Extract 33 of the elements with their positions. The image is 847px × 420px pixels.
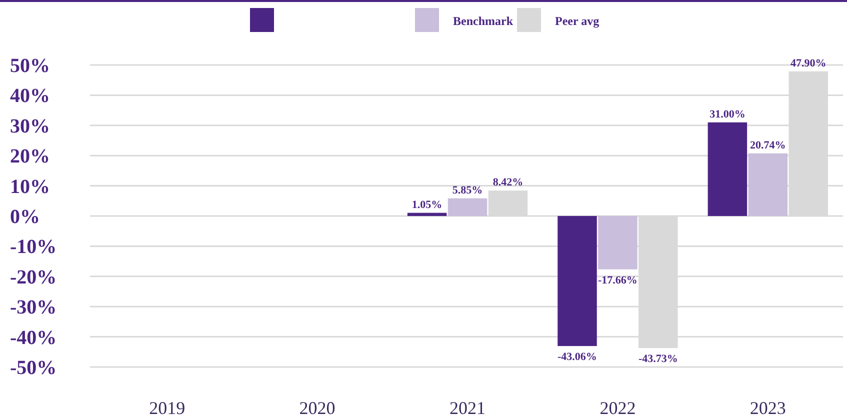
data-label: 47.90%: [790, 57, 826, 70]
legend-label: Peer avg: [555, 14, 600, 28]
y-tick-label: 50%: [10, 55, 50, 77]
y-tick-label: -50%: [10, 357, 57, 379]
bar: [407, 212, 447, 216]
x-tick-label: 2020: [299, 398, 336, 418]
y-tick-label: 0%: [10, 206, 40, 228]
data-label: -43.73%: [638, 353, 678, 366]
y-tick-label: -10%: [10, 236, 57, 258]
x-tick-label: 2021: [450, 398, 486, 418]
y-tick-label: -40%: [10, 326, 57, 349]
data-label: 8.42%: [492, 176, 524, 189]
bar: [558, 216, 597, 346]
y-tick-label: 10%: [10, 176, 50, 198]
bar: [598, 216, 638, 270]
bar: [748, 153, 788, 216]
data-label: 31.00%: [710, 108, 746, 120]
data-label: -17.66%: [598, 274, 638, 286]
bar: [448, 198, 488, 216]
y-tick-label: -20%: [10, 266, 57, 288]
legend-label: Benchmark: [453, 14, 514, 28]
y-tick-label: -30%: [10, 296, 57, 319]
y-tick-label: 30%: [10, 115, 50, 138]
data-label: 20.74%: [750, 139, 786, 152]
y-tick-label: 40%: [10, 85, 50, 108]
x-tick-label: 2023: [750, 398, 786, 418]
bar: [708, 122, 748, 216]
data-label: -43.06%: [558, 351, 597, 364]
data-label: 1.05%: [412, 198, 442, 211]
data-label: 5.85%: [452, 184, 483, 196]
x-tick-label: 2019: [149, 398, 186, 418]
x-tick-label: 2022: [600, 398, 636, 418]
y-tick-label: 20%: [10, 146, 50, 168]
